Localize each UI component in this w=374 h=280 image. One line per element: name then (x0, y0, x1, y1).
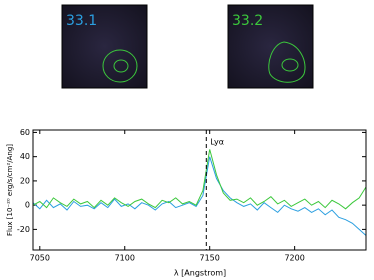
y-tick-label: 20 (20, 176, 30, 185)
contour (113, 59, 129, 73)
panel-1: 1" 33.1 (61, 4, 148, 112)
x-tick-label: 7100 (115, 254, 135, 263)
panel-2: 1" 33.2 (227, 4, 314, 112)
x-axis-label: λ [Angstrom] (174, 269, 226, 278)
x-tick-label: 7200 (284, 254, 304, 263)
y-tick-label: -20 (17, 225, 30, 234)
contour (281, 58, 299, 72)
image (61, 4, 148, 89)
x-tick-label: 7050 (30, 254, 50, 263)
image-label: 33.1 (66, 13, 97, 29)
y-tick-label: 0 (25, 201, 30, 210)
annotation-label: Lyα (210, 138, 224, 147)
series-line (32, 156, 367, 236)
y-tick-label: 40 (20, 152, 30, 161)
x-tick-label: 7150 (200, 254, 220, 263)
contour (268, 41, 306, 83)
y-tick-label: 60 (20, 128, 30, 137)
y-axis-label: Flux [10⁻²⁰ erg/s/cm²/Ang] (6, 144, 14, 236)
plot-frame (32, 129, 367, 251)
scale-label: 1" (290, 104, 298, 112)
scale-label: 1" (116, 104, 124, 112)
series-line (32, 149, 367, 210)
contour (102, 49, 138, 83)
image-label: 33.2 (232, 13, 263, 29)
